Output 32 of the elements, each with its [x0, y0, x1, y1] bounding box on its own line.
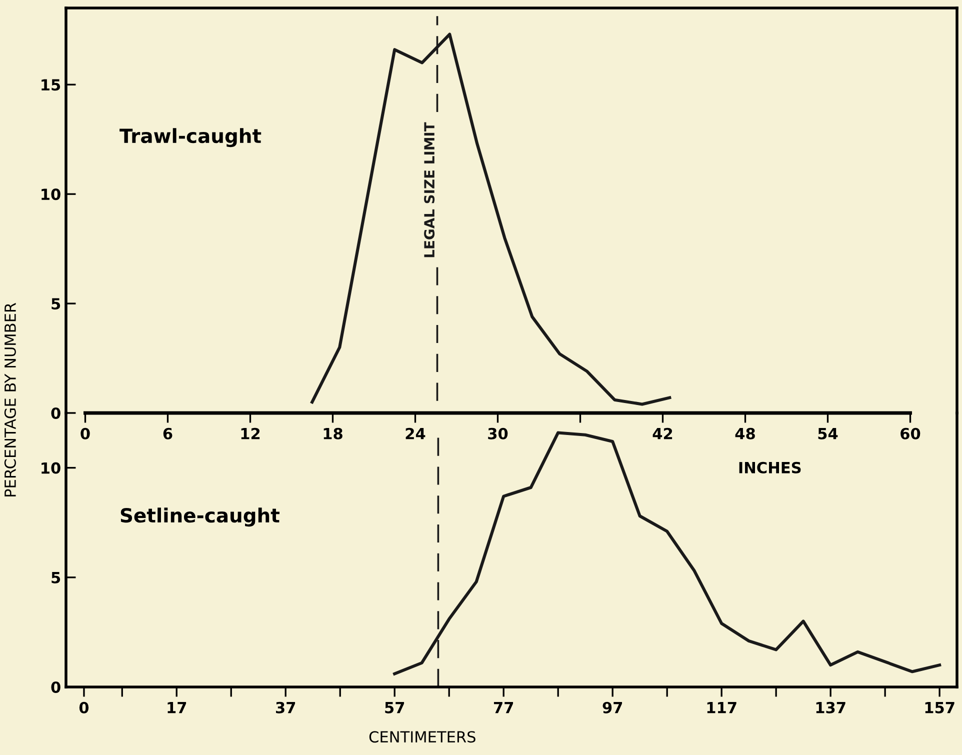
y-tick-label: 0 — [51, 407, 60, 420]
x-tick-label: 24 — [406, 428, 426, 440]
x-tick-label: 12 — [241, 428, 260, 440]
y-tick-label: 10 — [42, 188, 60, 200]
x-tick-label: 18 — [324, 428, 342, 440]
y-tick-label: 15 — [42, 79, 60, 91]
y-tick-label: 5 — [52, 572, 60, 584]
x-tick-label: 117 — [707, 702, 736, 714]
x-tick-label: 0 — [79, 702, 89, 714]
x-tick-label: 60 — [900, 428, 920, 440]
x-tick-label: 48 — [735, 428, 755, 440]
x-tick-label: 0 — [80, 428, 90, 440]
x-tick-label: 157 — [925, 702, 954, 714]
x-tick-label: 42 — [652, 428, 672, 440]
x-tick-label: 57 — [385, 702, 404, 714]
x-tick-label: 30 — [488, 428, 508, 440]
x-tick-label: 37 — [276, 702, 296, 714]
ref-line-label: LEGAL SIZE LIMIT — [424, 122, 435, 258]
x-tick-label: 137 — [816, 702, 846, 714]
x-tick-label: 54 — [818, 428, 838, 440]
y-tick-label: 5 — [52, 298, 60, 310]
x-tick-label: 97 — [602, 702, 622, 714]
x-tick-label: 77 — [494, 702, 514, 714]
x-axis-title: CENTIMETERS — [369, 731, 476, 743]
y-tick-label: 10 — [42, 462, 60, 474]
x-axis-title: INCHES — [739, 462, 801, 474]
annotation: Setline-caught — [120, 508, 280, 527]
y-axis-title: PERCENTAGE BY NUMBER — [4, 302, 16, 496]
x-tick-label: 17 — [168, 702, 186, 714]
y-tick-label: 0 — [51, 681, 60, 693]
annotation: Trawl-caught — [120, 128, 262, 148]
x-tick-label: 6 — [163, 428, 172, 440]
